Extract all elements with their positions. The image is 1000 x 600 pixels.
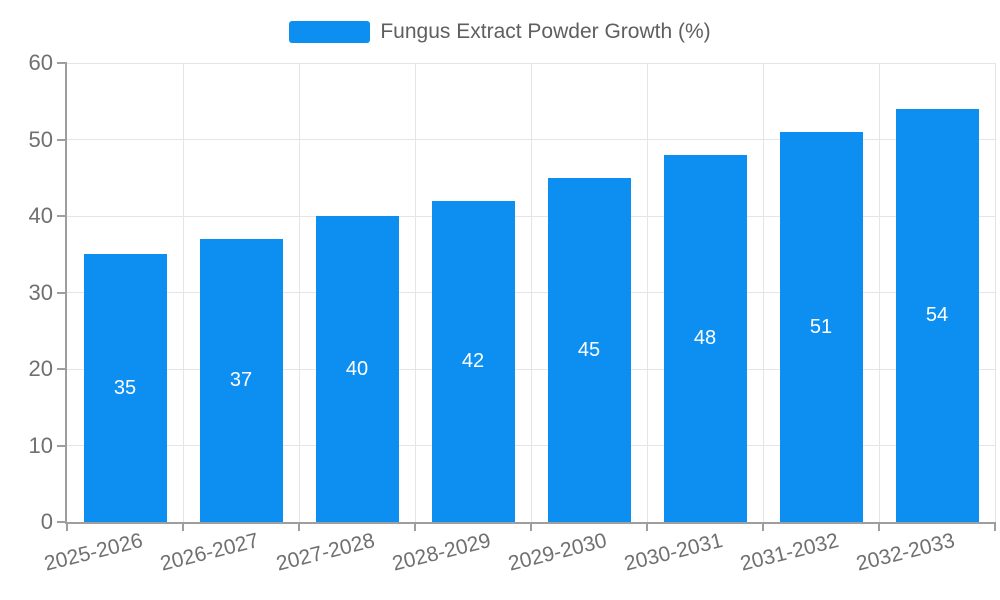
legend-label: Fungus Extract Powder Growth (%) xyxy=(380,20,711,43)
y-tick-mark xyxy=(57,368,67,370)
x-gridline xyxy=(182,63,184,522)
bar: 35 xyxy=(83,254,167,522)
y-tick-label: 40 xyxy=(28,203,53,228)
y-axis-line xyxy=(65,63,67,524)
y-tick-mark xyxy=(57,444,67,447)
bar-value-label: 54 xyxy=(925,304,949,327)
bar-value-label: 51 xyxy=(809,315,833,338)
x-gridline xyxy=(646,63,648,522)
x-tick-mark xyxy=(762,522,764,531)
y-tick-mark xyxy=(57,215,67,217)
x-gridline xyxy=(762,63,764,522)
x-tick-mark xyxy=(994,522,996,531)
x-tick-label: 2029-2030 xyxy=(505,529,609,576)
y-tick-mark xyxy=(57,291,67,294)
bar-value-label: 40 xyxy=(345,358,369,380)
plot-area: 0 10 20 30 40 50 60 35 37 40 42 45 48 51 54 2025-2026 20… xyxy=(29,50,996,576)
bar: 42 xyxy=(431,200,515,522)
x-gridline xyxy=(298,63,300,522)
x-tick-label: 2028-2029 xyxy=(389,529,493,576)
x-gridline xyxy=(994,63,996,522)
x-tick-label: 2032-2033 xyxy=(853,529,957,576)
y-tick-mark xyxy=(57,62,67,64)
legend-swatch xyxy=(289,21,371,43)
x-gridline xyxy=(414,63,416,522)
chart-legend: Fungus Extract Powder Growth (%) xyxy=(0,20,1000,44)
y-tick-label: 0 xyxy=(40,509,53,534)
x-gridline xyxy=(530,63,532,522)
y-tick-label: 20 xyxy=(28,356,53,381)
bar: 54 xyxy=(895,108,979,522)
y-tick-mark xyxy=(57,138,67,141)
x-tick-mark xyxy=(530,522,532,531)
y-tick-label: 60 xyxy=(28,50,53,75)
x-tick-label: 2026-2027 xyxy=(157,529,261,576)
bar-value-label: 48 xyxy=(693,327,717,350)
y-tick-mark xyxy=(57,521,67,523)
x-tick-mark xyxy=(298,522,300,531)
y-tick-label: 10 xyxy=(28,432,53,458)
bar: 48 xyxy=(663,154,747,522)
bar-value-label: 37 xyxy=(229,369,253,392)
bar-value-label: 42 xyxy=(461,350,485,373)
x-tick-mark xyxy=(646,522,648,531)
y-tick-label: 30 xyxy=(28,279,53,305)
x-tick-label: 2027-2028 xyxy=(273,529,377,576)
x-tick-label: 2025-2026 xyxy=(41,529,145,576)
x-tick-label: 2031-2032 xyxy=(737,529,841,576)
bar-value-label: 45 xyxy=(577,338,601,361)
y-tick-label: 50 xyxy=(28,126,53,152)
bar-value-label: 35 xyxy=(113,377,137,400)
bar: 40 xyxy=(315,216,399,522)
x-tick-label: 2030-2031 xyxy=(621,529,725,576)
x-tick-mark xyxy=(66,522,68,531)
x-tick-mark xyxy=(878,522,880,531)
x-gridline xyxy=(878,63,880,522)
bar: 37 xyxy=(199,238,283,522)
bar: 51 xyxy=(779,131,863,522)
x-tick-mark xyxy=(182,522,184,531)
bar: 45 xyxy=(547,177,631,522)
x-tick-mark xyxy=(414,522,416,531)
